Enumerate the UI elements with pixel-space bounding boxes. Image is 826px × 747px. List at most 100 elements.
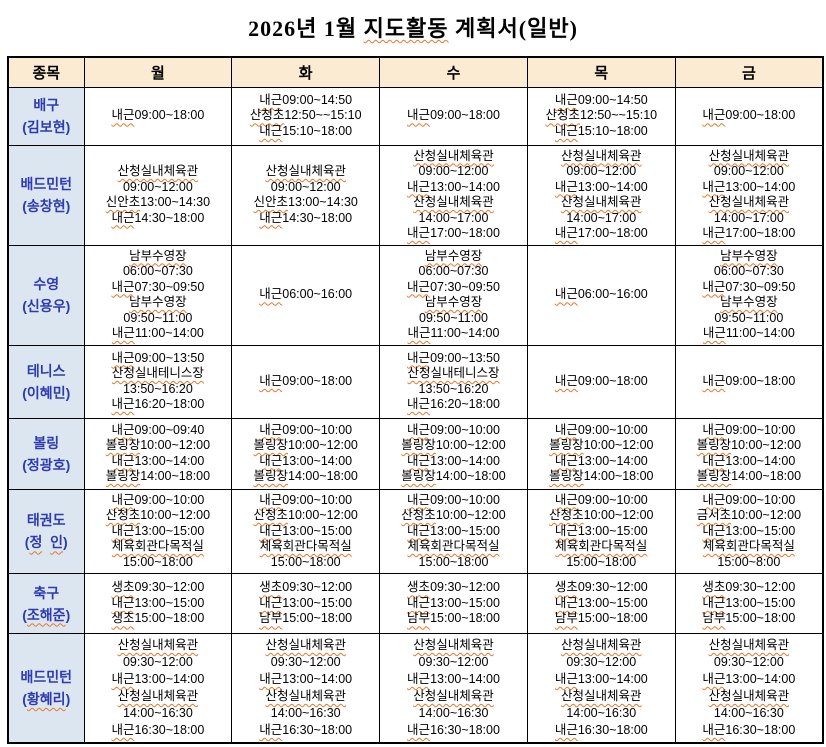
table-row: 배구 (김보현) 내근09:00~18:00 내근09:00~14:50 산청초12:5… bbox=[7, 86, 824, 146]
schedule-line: 생초09:30~12:00 bbox=[407, 580, 500, 595]
schedule-line: 남부15:00~18:00 bbox=[259, 611, 353, 626]
schedule-line: 14:00~16:30 bbox=[270, 706, 341, 720]
squiggle-text: 내근 bbox=[702, 226, 726, 240]
schedule-line: 내근13:00~15:00 bbox=[259, 595, 353, 610]
squiggle-text: 산청실내체육관 bbox=[708, 195, 790, 209]
squiggle-text: 내근 bbox=[554, 422, 578, 437]
schedule-line: 내근16:20~18:00 bbox=[407, 397, 500, 411]
schedule-line: 06:00~07:30 bbox=[713, 264, 784, 278]
schedule-line: 내근13:00~14:00 bbox=[702, 672, 796, 686]
squiggle-text: 볼링장 bbox=[696, 469, 732, 483]
schedule-line: 산청실내체육관 bbox=[233, 688, 378, 705]
instructor-name: (정광호) bbox=[22, 456, 71, 473]
schedule-line: 내근13:00~15:00 bbox=[407, 595, 500, 610]
schedule-line: 산청실내체육관 bbox=[529, 637, 674, 654]
squiggle-text: 남부 bbox=[259, 611, 283, 626]
schedule-line: 내근09:00~10:00 bbox=[554, 422, 648, 437]
schedule-line: 체육회관다목적실 bbox=[233, 539, 378, 555]
schedule-line: 내근13:00~14:00 bbox=[702, 179, 796, 194]
schedule-cell: 내근09:00~10:00 볼링장10:00~12:00 내근13:00~14:00… bbox=[379, 417, 528, 490]
schedule-line: 산청실내체육관 bbox=[86, 637, 231, 654]
schedule-cell: 산청실내체육관 09:30~12:00 내근13:00~14:00 산청실내체육관 14… bbox=[674, 633, 824, 744]
schedule-line: 내근09:00~10:00 bbox=[407, 492, 500, 507]
squiggle-text: 생초 bbox=[702, 580, 726, 595]
schedule-line: 산청초10:00~12:00 bbox=[401, 508, 506, 522]
page-title: 2026년 1월 지도활동 계획서(일반) bbox=[0, 0, 826, 43]
schedule-line: 내근16:30~18:00 bbox=[554, 723, 648, 737]
squiggle-text: 내근 bbox=[259, 422, 283, 437]
squiggle-text: 신안초 bbox=[253, 195, 289, 209]
squiggle-text: 남부수영장 bbox=[720, 248, 778, 263]
schedule-line: 09:00~12:00 bbox=[122, 179, 193, 194]
schedule-line: 내근09:00~14:50 bbox=[259, 92, 353, 107]
schedule-line: 내근13:00~14:00 bbox=[111, 672, 205, 686]
squiggle-text: 내근 bbox=[554, 723, 578, 737]
squiggle-text: 내근 bbox=[554, 672, 578, 686]
table-row: 축구 (조해준) 생초09:30~12:00 내근13:00~15:00 생초15:00… bbox=[7, 573, 824, 634]
schedule-cell: 산청실내체육관 09:00~12:00 내근13:00~14:00 산청실내체육관 14… bbox=[526, 144, 676, 246]
schedule-line: 내근16:20~18:00 bbox=[111, 397, 205, 411]
schedule-line: 15:00~18:00 bbox=[270, 554, 341, 569]
column-header-2: 화 bbox=[231, 56, 381, 88]
squiggle-text: 내근 bbox=[407, 453, 431, 468]
squiggle-text: 볼링장 bbox=[253, 438, 289, 452]
schedule-line: 신안초13:00~14:30 bbox=[253, 195, 358, 209]
schedule-line: 내근15:10~18:00 bbox=[554, 123, 648, 138]
schedule-line: 내근13:00~14:00 bbox=[554, 453, 648, 468]
schedule-line: 내근09:00~10:00 bbox=[702, 492, 796, 507]
squiggle-text: 생초 bbox=[407, 580, 431, 595]
table-row: 배드민턴 (황혜리) 산청실내체육관 09:30~12:00 내근13:00~14:00… bbox=[7, 633, 824, 744]
squiggle-text: 체육회관다목적실 bbox=[407, 539, 500, 553]
schedule-cell: 산청실내체육관 09:00~12:00 신안초13:00~14:30 내근14:30~… bbox=[83, 144, 233, 246]
schedule-cell: 내근09:00~18:00 bbox=[674, 86, 824, 146]
schedule-line: 남부15:00~18:00 bbox=[407, 611, 500, 626]
schedule-line: 산청초10:00~12:00 bbox=[105, 508, 211, 522]
title-squiggle-text: 지도활동 bbox=[363, 16, 449, 41]
sport-cell: 테니스 (이혜민) bbox=[7, 344, 85, 419]
schedule-line: 볼링장10:00~12:00 bbox=[696, 438, 802, 452]
schedule-line: 내근13:00~14:00 bbox=[259, 672, 353, 686]
column-header-0: 종목 bbox=[7, 56, 85, 88]
schedule-line: 내근07:30~09:50 bbox=[111, 279, 205, 294]
schedule-line: 13:50~16:20 bbox=[122, 381, 193, 396]
sport-cell: 배드민턴 (송창현) bbox=[7, 144, 85, 246]
instructor-name: (조해준) bbox=[22, 606, 71, 623]
schedule-line: 남부수영장 bbox=[86, 249, 231, 265]
squiggle-text: 내근 bbox=[407, 672, 431, 686]
squiggle-text: 남부수영장 bbox=[129, 248, 187, 263]
squiggle-text: 볼링장 bbox=[549, 469, 584, 483]
squiggle-text: 내근 bbox=[702, 179, 726, 194]
schedule-line: 볼링장10:00~12:00 bbox=[401, 438, 506, 452]
squiggle-text: 볼링장 bbox=[401, 438, 436, 452]
instructor-name: (황혜리) bbox=[22, 691, 71, 707]
schedule-line: 내근09:00~18:00 bbox=[259, 373, 353, 388]
squiggle-text: 내근 bbox=[111, 723, 135, 737]
squiggle-text: 내근 bbox=[111, 672, 135, 686]
squiggle-text: 생초 bbox=[554, 580, 578, 595]
squiggle-text: 볼링장 bbox=[549, 438, 584, 452]
schedule-line: 볼링장14:00~18:00 bbox=[401, 469, 506, 483]
squiggle-text: 내근 bbox=[407, 595, 431, 610]
squiggle-text: 체육회관다목적실 bbox=[259, 539, 352, 553]
squiggle-text: 내근 bbox=[407, 523, 431, 538]
schedule-cell: 산청실내체육관 09:00~12:00 내근13:00~14:00 산청실내체육관 14… bbox=[379, 144, 528, 246]
schedule-line: 볼링장10:00~12:00 bbox=[549, 438, 654, 452]
squiggle-text: 산청초 bbox=[549, 508, 584, 522]
schedule-line: 남부수영장 bbox=[381, 249, 526, 265]
schedule-cell: 산청실내체육관 09:30~12:00 내근13:00~14:00 산청실내체육관 14… bbox=[526, 633, 676, 744]
squiggle-text: 남부수영장 bbox=[129, 295, 187, 309]
schedule-line: 생초09:30~12:00 bbox=[554, 580, 648, 595]
schedule-line: 볼링장10:00~12:00 bbox=[253, 438, 358, 452]
schedule-line: 내근17:00~18:00 bbox=[554, 226, 648, 240]
squiggle-text: 내근 bbox=[702, 108, 726, 123]
schedule-line: 14:00~17:00 bbox=[713, 210, 784, 225]
squiggle-text: 내근 bbox=[111, 453, 135, 468]
schedule-line: 내근09:00~13:50 bbox=[111, 350, 205, 365]
schedule-line: 내근13:00~14:00 bbox=[407, 453, 500, 468]
schedule-cell: 내근09:00~10:00 볼링장10:00~12:00 내근13:00~14:00… bbox=[231, 417, 381, 490]
schedule-line: 06:00~07:30 bbox=[122, 264, 193, 278]
instructor-name: (송창현) bbox=[22, 198, 71, 214]
schedule-cell: 내근09:00~10:00 산청초10:00~12:00 내근13:00~15:00… bbox=[231, 488, 381, 574]
schedule-line: 내근13:00~15:00 bbox=[554, 523, 648, 538]
schedule-line: 내근16:30~18:00 bbox=[702, 723, 796, 737]
